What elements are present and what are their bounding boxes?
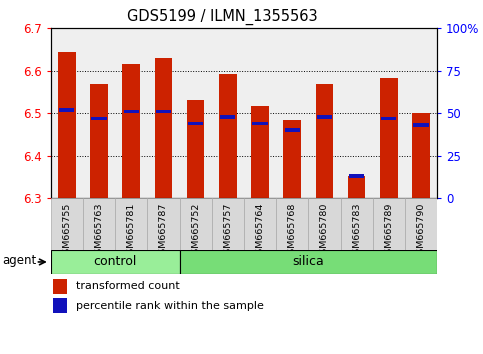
Text: agent: agent (2, 254, 37, 267)
Text: GSM665780: GSM665780 (320, 202, 329, 260)
Bar (315, 84, 333, 198)
Bar (124, 110, 139, 113)
Bar (308, 198, 341, 250)
Bar (412, 113, 430, 198)
Bar (341, 198, 373, 250)
Text: GSM665755: GSM665755 (62, 202, 71, 260)
Bar (156, 110, 171, 113)
Bar (155, 58, 172, 198)
Bar (83, 198, 115, 250)
Text: percentile rank within the sample: percentile rank within the sample (76, 301, 264, 311)
Bar (53, 298, 68, 313)
Bar (251, 105, 269, 198)
Text: GSM665757: GSM665757 (223, 202, 232, 260)
Bar (317, 115, 332, 119)
Bar (212, 198, 244, 250)
Text: transformed count: transformed count (76, 281, 180, 291)
Bar (180, 198, 212, 250)
Bar (220, 115, 235, 119)
Bar (244, 198, 276, 250)
Text: GSM665763: GSM665763 (95, 202, 103, 260)
Text: control: control (93, 256, 137, 268)
Bar (59, 108, 74, 112)
Bar (180, 250, 437, 274)
Bar (58, 52, 76, 198)
Text: GDS5199 / ILMN_1355563: GDS5199 / ILMN_1355563 (127, 9, 317, 25)
Bar (253, 122, 268, 125)
Text: GSM665752: GSM665752 (191, 202, 200, 260)
Text: GSM665764: GSM665764 (256, 202, 265, 260)
Bar (219, 74, 237, 198)
Bar (91, 116, 107, 120)
Text: silica: silica (292, 256, 324, 268)
Text: GSM665768: GSM665768 (288, 202, 297, 260)
Text: GSM665783: GSM665783 (352, 202, 361, 260)
Bar (381, 116, 397, 120)
Bar (90, 84, 108, 198)
Bar (187, 100, 204, 198)
Text: GSM665789: GSM665789 (384, 202, 393, 260)
Bar (380, 79, 398, 198)
Bar (51, 250, 180, 274)
Bar (147, 198, 180, 250)
Bar (53, 279, 68, 294)
Text: GSM665781: GSM665781 (127, 202, 136, 260)
Bar (115, 198, 147, 250)
Bar (284, 129, 300, 132)
Bar (188, 122, 203, 125)
Bar (284, 120, 301, 198)
Bar (348, 176, 366, 198)
Bar (51, 198, 83, 250)
Bar (373, 198, 405, 250)
Bar (413, 123, 428, 127)
Bar (405, 198, 437, 250)
Bar (349, 174, 364, 178)
Bar (276, 198, 308, 250)
Text: GSM665787: GSM665787 (159, 202, 168, 260)
Bar (122, 64, 140, 198)
Text: GSM665790: GSM665790 (416, 202, 426, 260)
